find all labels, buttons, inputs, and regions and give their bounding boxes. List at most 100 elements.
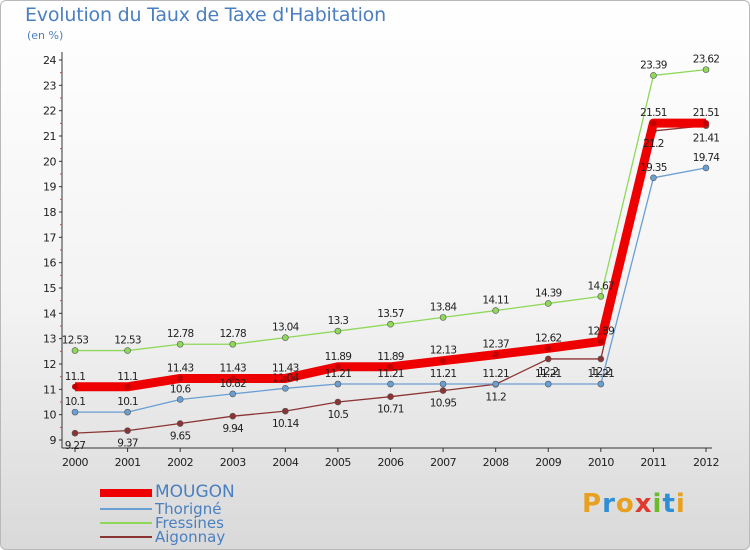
- data-label: 11.89: [325, 351, 352, 363]
- data-label: 21.41: [693, 133, 720, 145]
- x-tick-label: 2000: [62, 456, 88, 469]
- data-label: 10.5: [328, 409, 349, 421]
- legend-label-aigonnay: Aigonnay: [155, 528, 226, 546]
- data-label: 11.21: [430, 368, 457, 380]
- data-label: 9.27: [65, 440, 86, 452]
- logo-letter: x: [634, 489, 653, 519]
- data-point: [597, 338, 604, 345]
- data-point: [544, 380, 552, 388]
- legend-label-mougon: MOUGON: [155, 482, 235, 502]
- data-point: [176, 396, 184, 403]
- data-label: 13.84: [430, 301, 458, 313]
- proxiti-logo: Proxiti: [582, 489, 686, 519]
- data-point: [492, 380, 499, 388]
- data-point: [229, 375, 236, 382]
- data-point: [334, 363, 341, 370]
- x-tick-label: 2002: [167, 456, 193, 469]
- data-point: [702, 66, 710, 73]
- logo-letter: o: [615, 489, 635, 519]
- x-tick-label: 2007: [430, 456, 456, 469]
- data-label: 10.71: [377, 404, 404, 416]
- data-label: 12.53: [114, 335, 141, 347]
- data-point: [544, 355, 552, 363]
- data-label: 12.53: [62, 335, 89, 347]
- data-point: [387, 320, 394, 328]
- data-point: [282, 407, 289, 415]
- y-tick-label: 24: [43, 54, 56, 67]
- data-label: 11.43: [167, 362, 194, 374]
- data-label: 21.51: [693, 107, 720, 119]
- data-point: [650, 174, 657, 182]
- y-tick-label: 16: [43, 257, 56, 270]
- data-label: 9.65: [170, 431, 191, 443]
- data-label: 11.21: [535, 368, 562, 380]
- data-label: 10.6: [170, 383, 192, 395]
- data-point: [72, 383, 78, 390]
- legend-swatch-mougon: [100, 489, 152, 497]
- data-label: 11.21: [325, 368, 352, 380]
- data-label: 13.3: [328, 315, 349, 327]
- data-label: 11.89: [377, 351, 404, 363]
- x-tick-label: 2003: [220, 456, 246, 469]
- y-tick-label: 14: [43, 307, 56, 320]
- data-point: [492, 307, 499, 314]
- data-label: 12.2: [591, 366, 612, 378]
- data-point: [650, 72, 657, 79]
- data-label: 11.21: [377, 368, 404, 380]
- data-point: [176, 420, 184, 427]
- data-label: 14.39: [535, 287, 562, 299]
- data-label: 21.2: [643, 138, 664, 150]
- data-point: [440, 357, 447, 364]
- data-point: [387, 380, 394, 388]
- data-label: 11.43: [219, 362, 246, 374]
- data-point: [282, 334, 289, 341]
- data-point: [282, 385, 289, 392]
- x-tick-label: 2009: [535, 456, 561, 469]
- data-label: 10.1: [65, 396, 86, 408]
- x-tick-label: 2011: [640, 456, 666, 469]
- y-tick-label: 12: [43, 358, 56, 371]
- y-tick-label: 9: [50, 434, 57, 447]
- data-label: 11.04: [272, 372, 300, 384]
- data-label: 12.78: [219, 328, 246, 340]
- x-tick-label: 2010: [588, 456, 614, 469]
- data-point: [492, 351, 499, 358]
- data-label: 14.11: [482, 295, 509, 307]
- data-label: 14.67: [588, 280, 615, 292]
- data-point: [545, 345, 552, 352]
- data-point: [703, 120, 709, 127]
- data-point: [124, 383, 131, 390]
- data-point: [71, 429, 79, 437]
- data-label: 11.21: [482, 368, 509, 380]
- data-label: 12.37: [482, 339, 509, 351]
- data-label: 12.13: [430, 345, 457, 357]
- logo-letter: P: [582, 489, 603, 519]
- data-point: [124, 408, 131, 416]
- y-tick-label: 18: [43, 206, 56, 219]
- data-point: [229, 390, 237, 398]
- data-label: 21.51: [640, 107, 667, 119]
- data-point: [702, 164, 710, 172]
- data-point: [387, 393, 394, 400]
- data-label: 9.94: [222, 423, 244, 435]
- logo-letter: r: [602, 489, 616, 519]
- y-tick-label: 11: [43, 383, 56, 396]
- data-label: 11.2: [485, 391, 506, 403]
- data-point: [177, 375, 184, 382]
- x-tick-label: 2006: [378, 456, 404, 469]
- data-label: 10.95: [430, 398, 457, 410]
- y-tick-label: 22: [43, 105, 56, 118]
- data-label: 19.35: [640, 162, 667, 174]
- x-tick-label: 2005: [325, 456, 351, 469]
- data-point: [439, 380, 447, 388]
- data-label: 12.78: [167, 328, 194, 340]
- chart-subtitle: (en %): [27, 29, 64, 42]
- data-label: 12.62: [535, 332, 562, 344]
- data-point: [71, 408, 79, 416]
- data-point: [597, 380, 605, 388]
- data-label: 11.1: [65, 371, 86, 383]
- y-tick-label: 23: [43, 79, 56, 92]
- logo-letter: i: [675, 489, 686, 519]
